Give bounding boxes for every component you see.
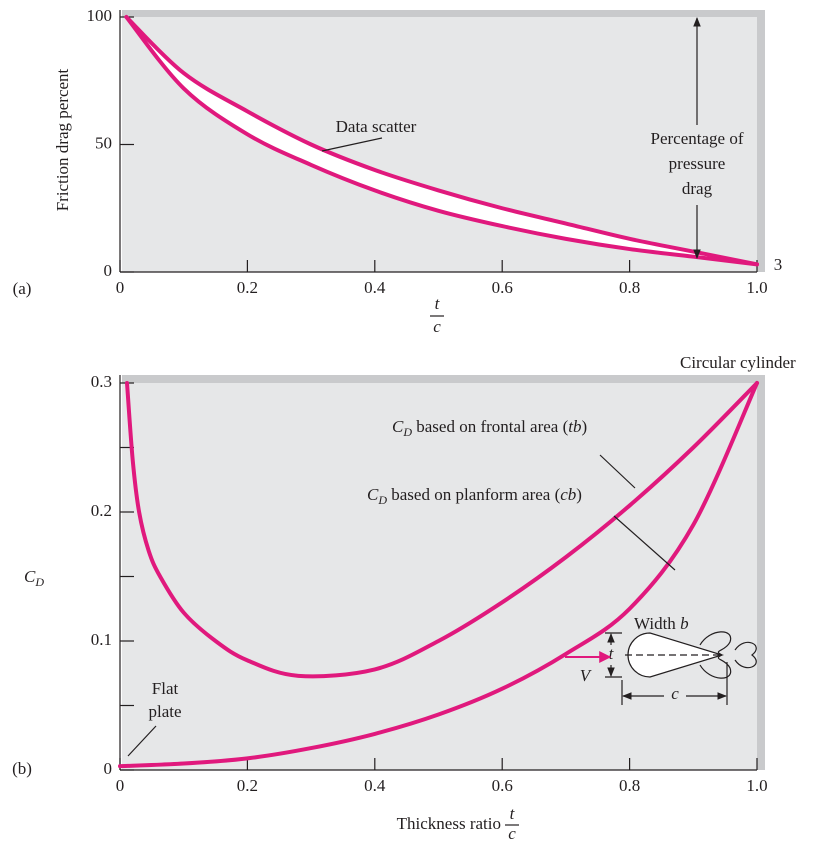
x-tick-label: 0 — [116, 278, 125, 297]
x-axis-label-denominator: c — [508, 824, 516, 843]
x-tick-label: 0.8 — [619, 776, 640, 795]
annotation: Percentage of — [651, 129, 744, 148]
annotation: CD based on frontal area (tb) — [392, 417, 587, 439]
curve — [124, 15, 759, 267]
y-axis-label: CD — [24, 567, 44, 589]
x-tick-label: 0.8 — [619, 278, 640, 297]
x-tick-label: 0.4 — [364, 776, 386, 795]
plot-edge — [122, 10, 765, 17]
x-axis-label-numerator: t — [510, 804, 516, 823]
plot-edge — [757, 375, 765, 770]
annotation: c — [671, 684, 679, 703]
x-tick-label: 0.6 — [492, 278, 513, 297]
x-tick-label: 0.4 — [364, 278, 386, 297]
y-tick-label: 0.1 — [91, 630, 112, 649]
plot-edge — [122, 375, 765, 383]
leader-line — [613, 515, 676, 571]
end-label: 3 — [774, 255, 783, 274]
leader-line — [321, 137, 383, 152]
x-tick-label: 0.2 — [237, 278, 258, 297]
leader-line — [127, 725, 157, 757]
y-axis-label: Friction drag percent — [53, 68, 72, 211]
panel-label: (a) — [13, 279, 32, 298]
plot-background — [122, 10, 765, 272]
y-tick-label: 0 — [104, 759, 113, 778]
y-tick-label: 0 — [104, 261, 113, 280]
annotation: pressure — [669, 154, 726, 173]
y-tick-label: 0.3 — [91, 372, 112, 391]
annotation: drag — [682, 179, 713, 198]
annotation: V — [580, 666, 593, 685]
annotation: Circular cylinder — [680, 353, 796, 372]
annotation: t — [609, 644, 615, 663]
curve — [124, 15, 759, 267]
wake — [699, 631, 757, 679]
annotation: Data scatter — [336, 117, 417, 136]
x-tick-label: 0.2 — [237, 776, 258, 795]
curve — [118, 381, 759, 769]
annotation: Width b — [634, 614, 689, 633]
y-tick-label: 0.2 — [91, 501, 112, 520]
y-tick-label: 50 — [95, 133, 112, 152]
panel-label: (b) — [12, 759, 32, 778]
plot-edge — [757, 10, 765, 272]
plot-background — [122, 375, 765, 770]
x-tick-label: 0.6 — [492, 776, 513, 795]
plots: 0 0.2 0.4 0.6 0.8 1.0 0 50 100 0 0.2 0.4 0.6 0.8 1.0 0 0… — [87, 6, 768, 795]
annotation: Flat — [152, 679, 179, 698]
y-tick-label: 100 — [87, 6, 113, 25]
x-tick-label: 1.0 — [746, 776, 767, 795]
leader-line — [599, 454, 636, 489]
x-axis-label: Thickness ratio — [397, 814, 501, 833]
x-tick-label: 1.0 — [746, 278, 767, 297]
annotation: CD based on planform area (cb) — [367, 485, 582, 507]
curve — [125, 381, 759, 679]
annotation: plate — [148, 702, 181, 721]
x-tick-label: 0 — [116, 776, 125, 795]
x-axis-label-denominator: c — [433, 317, 441, 336]
x-axis-label-numerator: t — [435, 294, 441, 313]
